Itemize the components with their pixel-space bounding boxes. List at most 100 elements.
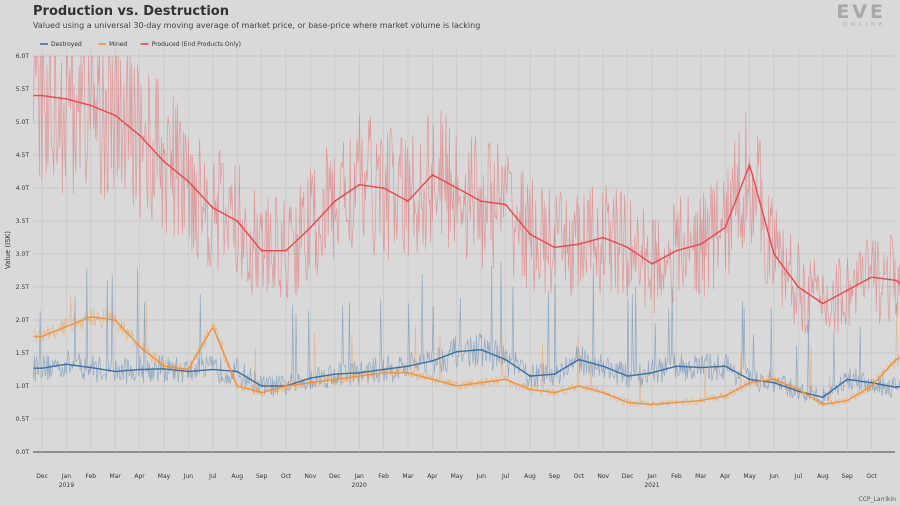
year-label: 2020: [352, 482, 367, 489]
x-tick-label: Apr: [720, 473, 731, 480]
data-point: [553, 246, 556, 249]
data-point: [846, 399, 849, 402]
data-point: [553, 373, 556, 376]
x-tick-label: Apr: [134, 473, 145, 480]
data-point: [895, 386, 897, 389]
data-point: [724, 226, 727, 229]
data-point: [333, 200, 336, 203]
y-tick-label: 3.0T: [16, 251, 30, 258]
data-point: [163, 367, 165, 370]
logo-sub-text: ONLINE: [843, 22, 886, 28]
data-point: [260, 385, 263, 387]
data-point: [821, 302, 824, 305]
x-tick-label: Feb: [671, 473, 682, 480]
x-tick-label: Jan: [61, 473, 71, 480]
y-tick-label: 2.0T: [16, 317, 30, 324]
x-tick-label: Jun: [183, 473, 194, 480]
y-tick-label: 2.5T: [16, 284, 30, 291]
data-point: [651, 371, 653, 374]
data-point: [797, 286, 800, 288]
data-point: [309, 381, 312, 384]
data-point: [895, 279, 897, 282]
x-tick-label: Aug: [524, 473, 536, 480]
data-point: [187, 370, 190, 373]
data-point: [114, 114, 117, 117]
y-tick-label: 4.0T: [16, 185, 30, 192]
data-point: [41, 367, 43, 370]
data-point: [358, 371, 361, 374]
data-point: [114, 319, 117, 321]
data-point: [260, 249, 263, 252]
data-point: [407, 371, 409, 374]
y-tick-label: 0.0T: [16, 449, 30, 456]
data-point: [236, 370, 239, 373]
data-point: [577, 385, 580, 387]
data-point: [431, 173, 434, 176]
data-point: [41, 94, 43, 97]
data-point: [504, 358, 507, 361]
x-tick-label: Nov: [597, 473, 609, 480]
x-tick-label: Dec: [622, 473, 634, 480]
data-point: [577, 358, 580, 361]
y-tick-label: 1.5T: [16, 350, 30, 357]
data-point: [382, 187, 385, 189]
x-tick-label: Jun: [476, 473, 487, 480]
y-tick-label: 5.5T: [16, 86, 30, 93]
data-point: [163, 160, 165, 163]
data-point: [309, 377, 312, 379]
data-point: [455, 187, 458, 189]
data-point: [455, 350, 458, 353]
y-tick-label: 6.0T: [16, 53, 30, 60]
x-tick-label: Mar: [695, 473, 707, 480]
data-point: [187, 180, 190, 183]
data-point: [821, 396, 824, 399]
data-point: [724, 395, 727, 397]
x-tick-label: Aug: [231, 473, 243, 480]
data-point: [187, 368, 190, 371]
x-tick-label: Mar: [402, 473, 414, 480]
data-point: [138, 134, 141, 137]
data-point: [382, 368, 385, 371]
data-point: [529, 233, 531, 236]
data-point: [65, 98, 68, 100]
data-point: [675, 249, 678, 252]
data-point: [382, 371, 385, 374]
x-tick-label: Sep: [256, 473, 268, 480]
series-daily-destroyed: [33, 262, 900, 407]
logo-main-text: EVE: [836, 1, 886, 23]
plot-area: [33, 48, 895, 452]
data-point: [651, 263, 653, 265]
x-tick-label: Jul: [208, 473, 217, 480]
x-tick-label: Oct: [574, 473, 585, 480]
data-point: [699, 366, 702, 369]
x-tick-label: Jan: [646, 473, 656, 480]
series-daily-produced-end-products-only: [33, 55, 900, 335]
data-point: [870, 276, 873, 278]
x-tick-label: Sep: [549, 473, 561, 480]
eve-online-logo: EVE ONLINE: [836, 1, 886, 29]
data-point: [748, 381, 751, 384]
data-point: [309, 226, 312, 229]
x-tick-label: Feb: [378, 473, 389, 480]
data-point: [577, 243, 580, 246]
data-point: [211, 325, 214, 328]
data-point: [602, 391, 605, 394]
x-tick-label: Jul: [501, 473, 510, 480]
x-tick-label: Mar: [110, 473, 122, 480]
y-axis-label: Value (ISK): [4, 231, 12, 269]
data-point: [455, 385, 458, 387]
data-point: [138, 368, 141, 371]
data-point: [797, 388, 800, 391]
data-point: [285, 249, 287, 252]
y-tick-label: 4.5T: [16, 152, 30, 159]
legend-label: Produced (End Products Only): [152, 41, 241, 48]
x-tick-label: Jun: [768, 473, 779, 480]
data-point: [773, 381, 775, 384]
data-point: [358, 183, 361, 186]
data-point: [821, 403, 824, 406]
data-point: [846, 378, 849, 381]
x-tick-label: Apr: [427, 473, 438, 480]
data-point: [870, 381, 873, 384]
data-point: [773, 253, 775, 255]
